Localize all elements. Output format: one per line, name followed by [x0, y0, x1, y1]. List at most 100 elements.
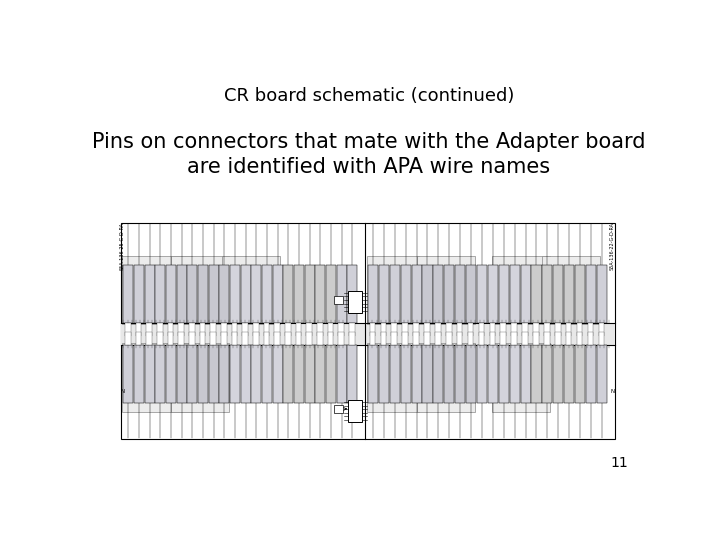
- Bar: [511, 332, 517, 345]
- Bar: [379, 345, 389, 403]
- Bar: [179, 323, 184, 336]
- Bar: [177, 345, 186, 403]
- Bar: [294, 345, 304, 403]
- Bar: [366, 256, 419, 324]
- Bar: [274, 323, 280, 336]
- Bar: [521, 265, 531, 323]
- Bar: [171, 343, 229, 411]
- Bar: [412, 345, 422, 403]
- Text: Pins on connectors that mate with the Adapter board: Pins on connectors that mate with the Ad…: [92, 132, 646, 152]
- Bar: [335, 295, 343, 304]
- Bar: [251, 265, 261, 323]
- Bar: [479, 323, 485, 336]
- Bar: [337, 265, 346, 323]
- Bar: [510, 345, 520, 403]
- Bar: [177, 265, 186, 323]
- Bar: [171, 256, 229, 324]
- Bar: [555, 323, 560, 336]
- Bar: [145, 265, 155, 323]
- Bar: [400, 345, 410, 403]
- Bar: [446, 323, 451, 336]
- Bar: [134, 345, 144, 403]
- Bar: [510, 265, 520, 323]
- Bar: [423, 265, 433, 323]
- Bar: [417, 343, 474, 411]
- Bar: [500, 323, 506, 336]
- Bar: [157, 332, 163, 345]
- Bar: [125, 323, 130, 336]
- Bar: [156, 265, 166, 323]
- Bar: [240, 345, 251, 403]
- Bar: [349, 332, 354, 345]
- Bar: [251, 345, 261, 403]
- Bar: [435, 332, 441, 345]
- Bar: [456, 323, 462, 336]
- Bar: [522, 332, 528, 345]
- Bar: [521, 345, 531, 403]
- Bar: [198, 265, 208, 323]
- Bar: [317, 323, 323, 336]
- Bar: [381, 332, 386, 345]
- Bar: [490, 323, 495, 336]
- Bar: [198, 345, 208, 403]
- Bar: [296, 332, 301, 345]
- Bar: [328, 323, 333, 336]
- Bar: [285, 323, 291, 336]
- Bar: [598, 332, 604, 345]
- Bar: [307, 332, 312, 345]
- Bar: [492, 343, 550, 411]
- Bar: [348, 291, 362, 313]
- Bar: [199, 332, 205, 345]
- Bar: [230, 265, 240, 323]
- Bar: [168, 323, 174, 336]
- Bar: [187, 345, 197, 403]
- Bar: [477, 345, 487, 403]
- Bar: [468, 323, 473, 336]
- Bar: [220, 265, 229, 323]
- Bar: [446, 332, 451, 345]
- Bar: [122, 256, 192, 324]
- Bar: [347, 345, 357, 403]
- Text: 11: 11: [611, 456, 629, 470]
- Bar: [511, 323, 517, 336]
- Bar: [337, 345, 346, 403]
- Bar: [189, 323, 194, 336]
- Bar: [541, 256, 600, 324]
- Bar: [146, 323, 152, 336]
- Bar: [500, 332, 506, 345]
- Bar: [209, 265, 219, 323]
- Bar: [597, 345, 607, 403]
- Bar: [598, 323, 604, 336]
- Bar: [381, 323, 386, 336]
- Bar: [156, 345, 166, 403]
- Bar: [412, 265, 422, 323]
- Bar: [564, 345, 575, 403]
- Bar: [566, 332, 572, 345]
- Bar: [136, 323, 141, 336]
- Bar: [586, 265, 596, 323]
- Bar: [243, 323, 248, 336]
- Bar: [124, 265, 133, 323]
- Bar: [347, 265, 357, 323]
- Bar: [444, 345, 454, 403]
- Bar: [490, 332, 495, 345]
- Bar: [230, 345, 240, 403]
- Bar: [232, 323, 237, 336]
- Bar: [210, 332, 216, 345]
- Bar: [294, 265, 304, 323]
- Bar: [433, 265, 444, 323]
- Bar: [468, 332, 473, 345]
- Bar: [338, 332, 344, 345]
- Bar: [369, 323, 375, 336]
- Bar: [455, 265, 465, 323]
- Bar: [209, 345, 219, 403]
- Bar: [232, 332, 237, 345]
- Bar: [499, 345, 509, 403]
- Bar: [456, 332, 462, 345]
- Bar: [284, 345, 293, 403]
- Bar: [492, 256, 550, 324]
- Bar: [273, 345, 283, 403]
- Bar: [240, 265, 251, 323]
- Bar: [317, 332, 323, 345]
- Bar: [168, 332, 174, 345]
